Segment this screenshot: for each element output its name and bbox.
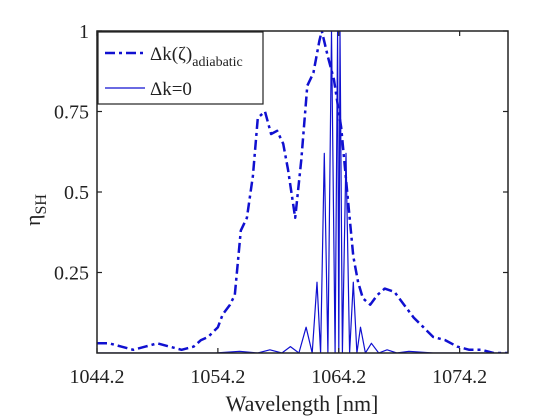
x-tick-label: 1064.2 [311,366,366,388]
legend-entry-adiabatic: Δk(ζ)adiabatic [150,44,243,70]
y-tick-label: 1 [79,21,89,43]
x-tick-label: 1074.2 [432,366,487,388]
y-tick-label: 0.75 [54,102,89,124]
y-tick-label: 0.5 [64,182,89,204]
series-line-adiabatic [97,31,508,353]
series-layer [97,31,508,353]
legend-entry-adiabatic-main: Δk(ζ) [150,44,192,65]
x-tick-label: 1044.2 [70,366,125,388]
legend-entry-dk0: Δk=0 [150,79,192,100]
legend-box [97,31,264,105]
y-axis-label-subscript: SH [33,194,50,215]
ticks-layer: 1044.2 1054.2 1064.2 1074.2 0.25 0.5 0.75 1 [54,21,508,388]
y-tick-label: 0.25 [54,263,89,285]
legend: Δk(ζ)adiabatic Δk=0 [97,31,264,105]
series-line-dk0 [97,31,508,353]
y-axis-label: ηSH [20,194,50,226]
x-tick-label: 1054.2 [190,366,245,388]
x-axis-label: Wavelength [nm] [226,391,379,416]
y-axis-label-main: η [20,214,45,226]
legend-entry-adiabatic-subscript: adiabatic [192,55,243,70]
